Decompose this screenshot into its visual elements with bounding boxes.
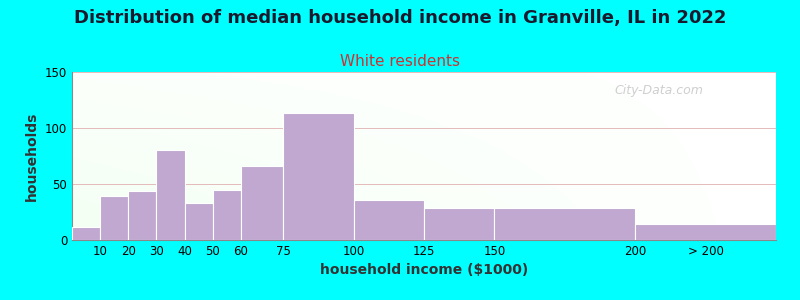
Bar <box>72 226 100 240</box>
Text: White residents: White residents <box>340 54 460 69</box>
Bar <box>128 191 157 240</box>
Bar <box>494 208 635 240</box>
Bar <box>157 150 185 240</box>
Text: Distribution of median household income in Granville, IL in 2022: Distribution of median household income … <box>74 9 726 27</box>
Bar <box>241 166 283 240</box>
Y-axis label: households: households <box>26 111 39 201</box>
Bar <box>635 224 776 240</box>
Bar <box>283 113 354 240</box>
Text: City-Data.com: City-Data.com <box>614 84 703 97</box>
Bar <box>185 203 213 240</box>
Bar <box>424 208 494 240</box>
X-axis label: household income ($1000): household income ($1000) <box>320 263 528 278</box>
Bar <box>213 190 241 240</box>
Bar <box>100 196 128 240</box>
Bar <box>354 200 424 240</box>
